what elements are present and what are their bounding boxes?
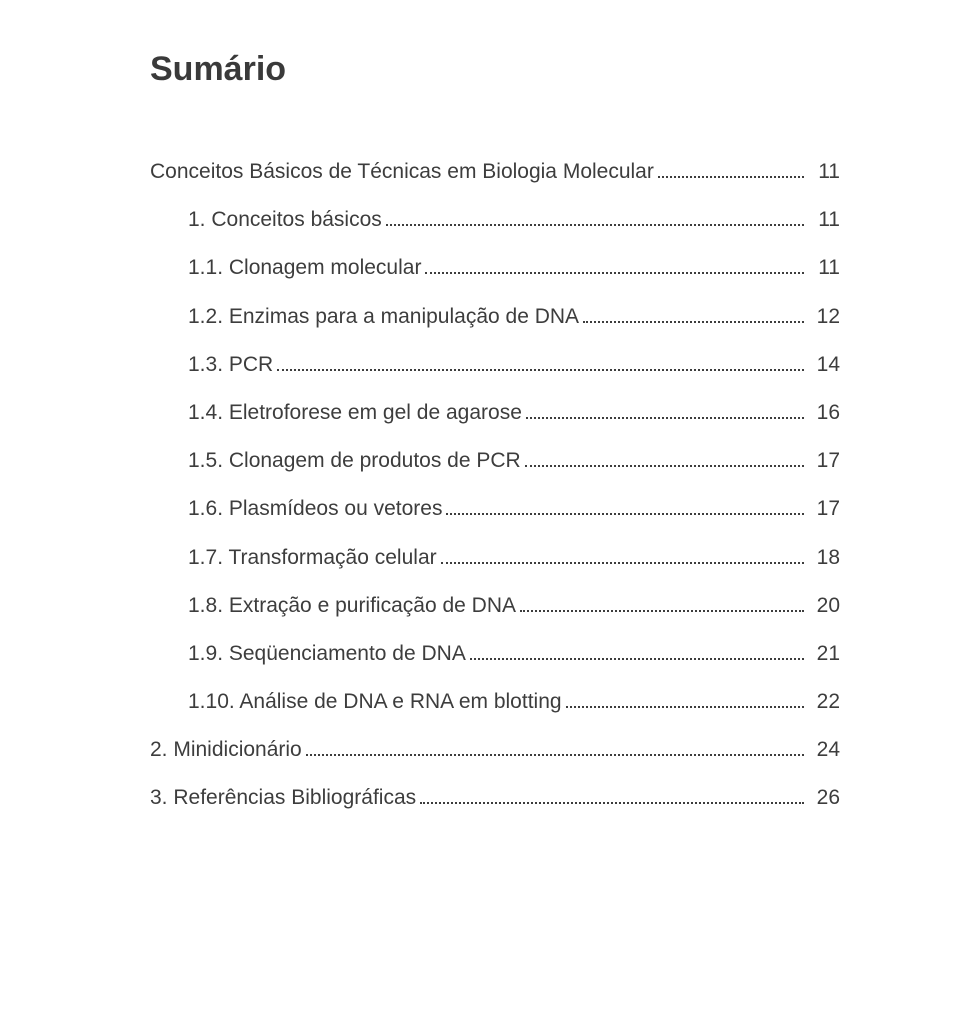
toc-leader-dots (583, 321, 804, 323)
toc-entry-label: 3. Referências Bibliográficas (150, 785, 416, 810)
toc-entry-label: 1.5. Clonagem de produtos de PCR (188, 448, 521, 473)
toc-leader-dots (566, 706, 804, 708)
toc-leader-dots (446, 513, 804, 515)
toc-entry: 1.10. Análise de DNA e RNA em blotting 22 (150, 689, 840, 714)
toc-entry-page: 11 (810, 255, 840, 280)
toc-entry: 1. Conceitos básicos 11 (150, 207, 840, 232)
toc-entry-label: 1.6. Plasmídeos ou vetores (188, 496, 442, 521)
toc-entry: 1.8. Extração e purificação de DNA 20 (150, 593, 840, 618)
toc-entry-page: 24 (810, 737, 840, 762)
toc-leader-dots (526, 417, 804, 419)
toc-entry: 1.5. Clonagem de produtos de PCR 17 (150, 448, 840, 473)
toc-entry-label: 1.9. Seqüenciamento de DNA (188, 641, 466, 666)
toc-entry-page: 14 (810, 352, 840, 377)
toc-entry: 1.7. Transformação celular 18 (150, 545, 840, 570)
toc-entry: 1.6. Plasmídeos ou vetores 17 (150, 496, 840, 521)
toc-entry: 1.2. Enzimas para a manipulação de DNA 12 (150, 304, 840, 329)
toc-entry-page: 22 (810, 689, 840, 714)
toc-leader-dots (277, 369, 804, 371)
toc-entry-label: 1.1. Clonagem molecular (188, 255, 421, 280)
toc-entry-label: 1.2. Enzimas para a manipulação de DNA (188, 304, 579, 329)
toc-entry-page: 21 (810, 641, 840, 666)
toc-entry-label: 1.3. PCR (188, 352, 273, 377)
toc-entry-label: 1.8. Extração e purificação de DNA (188, 593, 516, 618)
toc-leader-dots (420, 802, 804, 804)
toc-entry-label: 1.7. Transformação celular (188, 545, 437, 570)
toc-entry: 2. Minidicionário 24 (150, 737, 840, 762)
toc-leader-dots (425, 272, 804, 274)
toc-leader-dots (386, 224, 804, 226)
toc-entry-label: 2. Minidicionário (150, 737, 302, 762)
toc-entry-label: 1.4. Eletroforese em gel de agarose (188, 400, 522, 425)
toc-entry-label: 1. Conceitos básicos (188, 207, 382, 232)
toc-entry: 1.4. Eletroforese em gel de agarose 16 (150, 400, 840, 425)
toc-entry-page: 20 (810, 593, 840, 618)
toc-entry: 1.3. PCR 14 (150, 352, 840, 377)
toc-entry-label: 1.10. Análise de DNA e RNA em blotting (188, 689, 562, 714)
toc-leader-dots (306, 754, 804, 756)
toc-entry: 1.9. Seqüenciamento de DNA 21 (150, 641, 840, 666)
toc-entry-page: 17 (810, 448, 840, 473)
toc-leader-dots (520, 610, 804, 612)
toc-leader-dots (441, 562, 804, 564)
page-container: Sumário Conceitos Básicos de Técnicas em… (0, 0, 960, 1015)
toc-entry: 3. Referências Bibliográficas 26 (150, 785, 840, 810)
toc-entry: 1.1. Clonagem molecular 11 (150, 255, 840, 280)
toc-entry: Conceitos Básicos de Técnicas em Biologi… (150, 159, 840, 184)
toc-entry-page: 12 (810, 304, 840, 329)
toc-entry-page: 17 (810, 496, 840, 521)
toc-leader-dots (525, 465, 804, 467)
toc-entry-page: 26 (810, 785, 840, 810)
toc-entry-page: 16 (810, 400, 840, 425)
toc-leader-dots (470, 658, 804, 660)
toc-entry-label: Conceitos Básicos de Técnicas em Biologi… (150, 159, 654, 184)
toc-entry-page: 11 (810, 159, 840, 184)
toc-leader-dots (658, 176, 804, 178)
toc-entry-page: 11 (810, 207, 840, 232)
toc-entry-page: 18 (810, 545, 840, 570)
toc-list: Conceitos Básicos de Técnicas em Biologi… (150, 159, 840, 811)
page-title: Sumário (150, 50, 840, 89)
